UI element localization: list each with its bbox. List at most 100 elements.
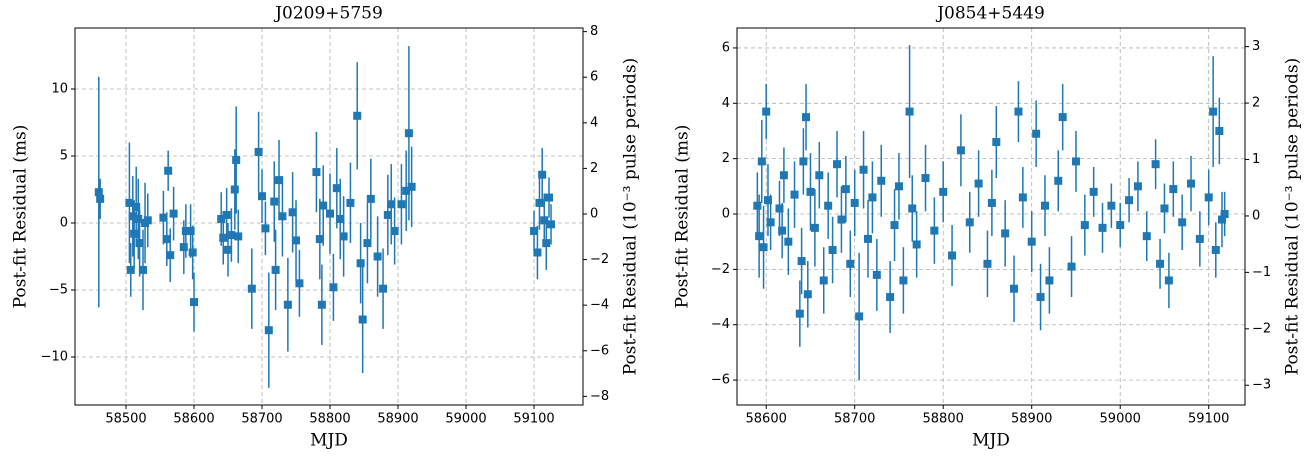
point bbox=[905, 107, 914, 116]
point bbox=[224, 245, 233, 254]
y2-tick-label: −8 bbox=[590, 389, 609, 404]
point bbox=[232, 156, 241, 165]
point bbox=[542, 239, 551, 248]
point bbox=[1010, 284, 1019, 293]
point bbox=[1071, 157, 1080, 166]
point bbox=[292, 236, 301, 245]
point bbox=[169, 209, 178, 218]
y2-tick-label: −6 bbox=[590, 343, 609, 358]
point bbox=[135, 239, 144, 248]
panel: 58500 58600 58700 58800 58900 59000 59100−10−5… bbox=[11, 4, 641, 451]
x-tick-label: 58900 bbox=[1011, 412, 1052, 427]
point bbox=[757, 157, 766, 166]
point bbox=[390, 227, 399, 236]
point bbox=[819, 276, 828, 285]
point bbox=[1054, 176, 1063, 185]
point bbox=[912, 240, 921, 249]
point bbox=[762, 107, 771, 116]
y-tick-label: −2 bbox=[711, 262, 730, 277]
y2-tick-label: −2 bbox=[590, 252, 609, 267]
point bbox=[1116, 221, 1125, 230]
x-tick-label: 58800 bbox=[309, 412, 350, 427]
point bbox=[222, 210, 231, 219]
point bbox=[336, 214, 345, 223]
point bbox=[987, 198, 996, 207]
point bbox=[295, 279, 304, 288]
y2-tick-label: 4 bbox=[590, 115, 598, 130]
y-tick-label: −6 bbox=[711, 373, 730, 388]
point bbox=[186, 227, 195, 236]
point bbox=[1195, 234, 1204, 243]
point bbox=[1187, 179, 1196, 188]
point bbox=[790, 190, 799, 199]
x-tick-label: 58700 bbox=[834, 412, 875, 427]
point bbox=[132, 202, 141, 211]
point bbox=[278, 212, 287, 221]
point bbox=[855, 312, 864, 321]
axes-frame bbox=[74, 27, 584, 406]
point bbox=[139, 265, 148, 274]
point bbox=[1040, 201, 1049, 210]
point bbox=[802, 113, 811, 122]
point bbox=[763, 196, 772, 205]
point bbox=[358, 315, 367, 324]
x-tick-label: 59000 bbox=[445, 412, 486, 427]
point bbox=[387, 200, 396, 209]
y2-tick-label: −3 bbox=[1252, 378, 1271, 393]
point bbox=[939, 187, 948, 196]
y2-axis-label: Post-fit Residual (10⁻³ pulse periods) bbox=[621, 58, 641, 376]
point bbox=[841, 185, 850, 194]
point bbox=[1001, 229, 1010, 238]
point bbox=[143, 216, 152, 225]
y-tick-label: 6 bbox=[722, 40, 730, 55]
point bbox=[753, 201, 762, 210]
point bbox=[258, 192, 267, 201]
point bbox=[837, 215, 846, 224]
point bbox=[234, 232, 243, 241]
point bbox=[779, 171, 788, 180]
panel: 58600 58700 58800 58900 59000 59100 −6 −4 −2 0 2 4 6… bbox=[673, 4, 1303, 451]
point bbox=[270, 197, 279, 206]
point bbox=[254, 147, 263, 156]
point bbox=[974, 179, 983, 188]
point bbox=[339, 232, 348, 241]
point bbox=[948, 251, 957, 260]
point bbox=[890, 221, 899, 230]
point bbox=[1156, 259, 1165, 268]
point bbox=[810, 223, 819, 232]
x-tick-label: 59100 bbox=[1188, 412, 1229, 427]
point bbox=[1178, 218, 1187, 227]
point bbox=[407, 182, 416, 191]
point bbox=[188, 248, 197, 257]
point bbox=[965, 218, 974, 227]
y-tick-label: 2 bbox=[722, 151, 730, 166]
y-tick-label: 10 bbox=[51, 81, 68, 96]
point bbox=[538, 170, 547, 179]
point bbox=[1018, 193, 1027, 202]
point bbox=[130, 229, 139, 238]
point bbox=[190, 298, 199, 307]
point bbox=[795, 309, 804, 318]
y-tick-label: 4 bbox=[722, 96, 730, 111]
point bbox=[899, 276, 908, 285]
point bbox=[1080, 221, 1089, 230]
x-tick-label: 58600 bbox=[173, 412, 214, 427]
point bbox=[261, 224, 270, 233]
point bbox=[815, 171, 824, 180]
point bbox=[784, 237, 793, 246]
point bbox=[397, 200, 406, 209]
point bbox=[1151, 160, 1160, 169]
y2-tick-label: −2 bbox=[1252, 321, 1271, 336]
point bbox=[1032, 129, 1041, 138]
y2-tick-label: 0 bbox=[590, 206, 598, 221]
axes-frame bbox=[736, 27, 1246, 406]
y-axis-label: Post-fit Residual (ms) bbox=[673, 125, 693, 309]
y2-tick-label: 6 bbox=[590, 70, 598, 85]
point bbox=[383, 210, 392, 219]
point bbox=[1107, 201, 1116, 210]
x-tick-label: 58600 bbox=[746, 412, 787, 427]
y2-tick-label: 2 bbox=[1252, 96, 1260, 111]
x-tick-label: 58500 bbox=[105, 412, 146, 427]
point bbox=[353, 111, 362, 120]
point bbox=[799, 157, 808, 166]
